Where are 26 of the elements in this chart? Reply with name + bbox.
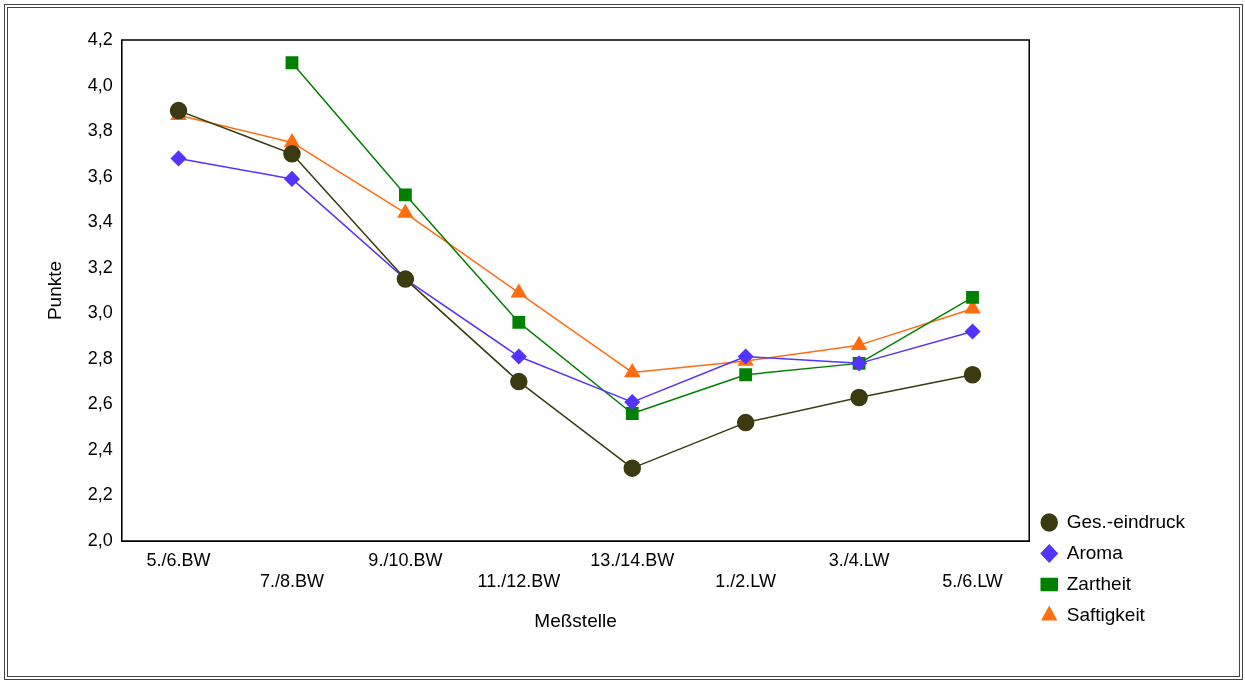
y-tick-label: 4,2 xyxy=(87,28,113,49)
legend-label: Aroma xyxy=(1066,541,1124,563)
x-tick-label: 11./12.BW xyxy=(477,571,561,592)
y-tick-label: 2,2 xyxy=(87,484,113,505)
y-tick-label: 3,4 xyxy=(87,211,113,232)
x-tick-label: 13./14.BW xyxy=(590,549,675,570)
x-tick-label: 7./8.BW xyxy=(259,571,324,592)
y-tick-label: 2,4 xyxy=(87,438,113,459)
legend-label: Saftigkeit xyxy=(1066,603,1146,625)
y-tick-label: 3,8 xyxy=(87,120,113,141)
x-tick-label: 3./4.LW xyxy=(828,549,890,570)
legend-label: Zartheit xyxy=(1066,572,1132,594)
y-tick-label: 3,2 xyxy=(87,256,113,277)
legend-label: Ges.-eindruck xyxy=(1066,510,1186,532)
x-tick-label: 9./10.BW xyxy=(368,549,443,570)
y-axis-title: Punkte xyxy=(43,260,65,321)
x-axis-title: Meßstelle xyxy=(534,609,617,631)
y-tick-label: 2,8 xyxy=(87,347,113,368)
x-tick-label: 5./6.BW xyxy=(146,549,211,570)
y-tick-label: 2,6 xyxy=(87,393,113,414)
y-tick-label: 3,0 xyxy=(87,302,113,323)
y-tick-label: 2,0 xyxy=(87,529,113,550)
x-tick-label: 5./6.LW xyxy=(942,571,1003,592)
y-tick-label: 4,0 xyxy=(87,74,113,95)
x-tick-label: 1./2.LW xyxy=(715,571,777,592)
y-tick-label: 3,6 xyxy=(87,165,113,186)
